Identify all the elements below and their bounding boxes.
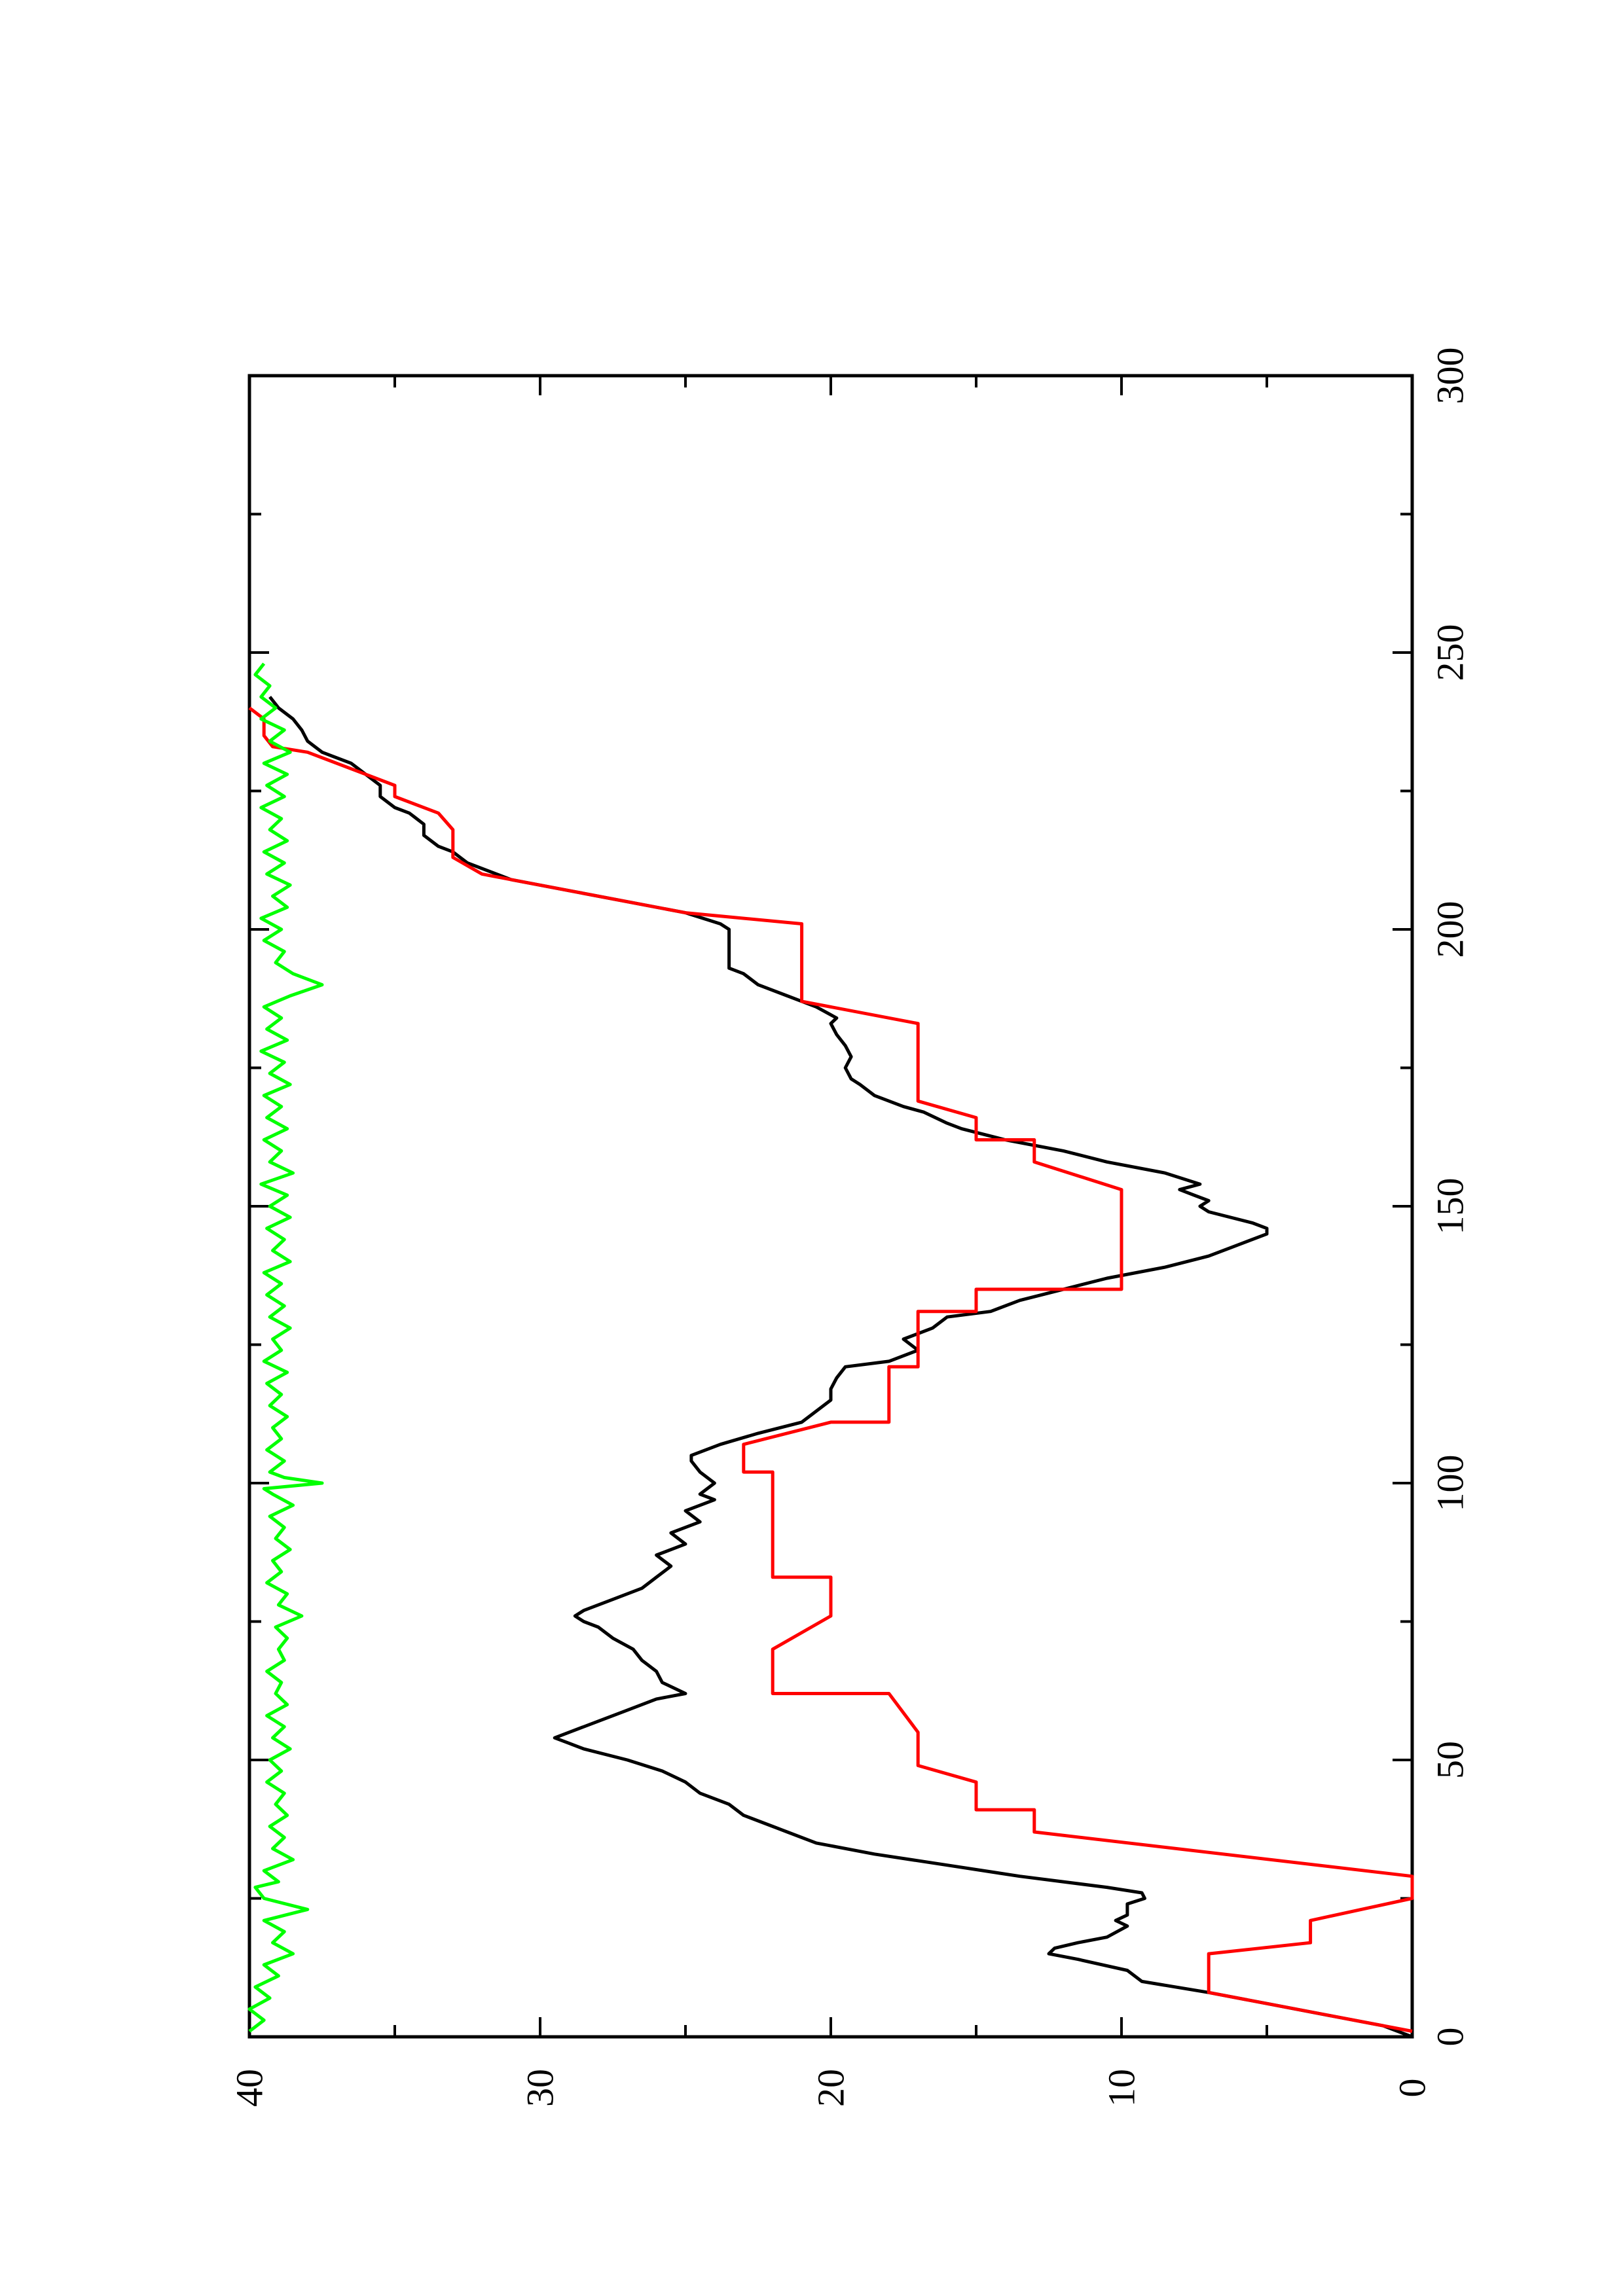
- x-tick-label: 300: [1429, 348, 1472, 404]
- x-tick-label: 150: [1429, 1178, 1472, 1235]
- y-tick-label: 0: [1391, 2079, 1434, 2098]
- plot-frame: [247, 374, 1414, 2039]
- x-tick-label: 0: [1429, 2028, 1472, 2047]
- y-tick-label: 30: [519, 2069, 562, 2107]
- y-tick-label: 20: [810, 2069, 852, 2107]
- series-line-2: [248, 706, 1414, 2033]
- axis-ticks: [248, 374, 1413, 2038]
- series-line-1: [268, 696, 1413, 2039]
- y-tick-label: 40: [228, 2069, 271, 2107]
- x-tick-label: 50: [1429, 1741, 1472, 1779]
- series-line-3: [247, 662, 324, 2033]
- x-tick-label: 200: [1429, 901, 1472, 958]
- axis-tick-labels: 0 50 100 150 200 250 300 0 10 20 30 40: [228, 348, 1472, 2108]
- x-tick-label: 100: [1429, 1455, 1472, 1512]
- x-tick-label: 250: [1429, 624, 1472, 681]
- chart-series: [247, 662, 1414, 2039]
- y-tick-label: 10: [1101, 2069, 1143, 2107]
